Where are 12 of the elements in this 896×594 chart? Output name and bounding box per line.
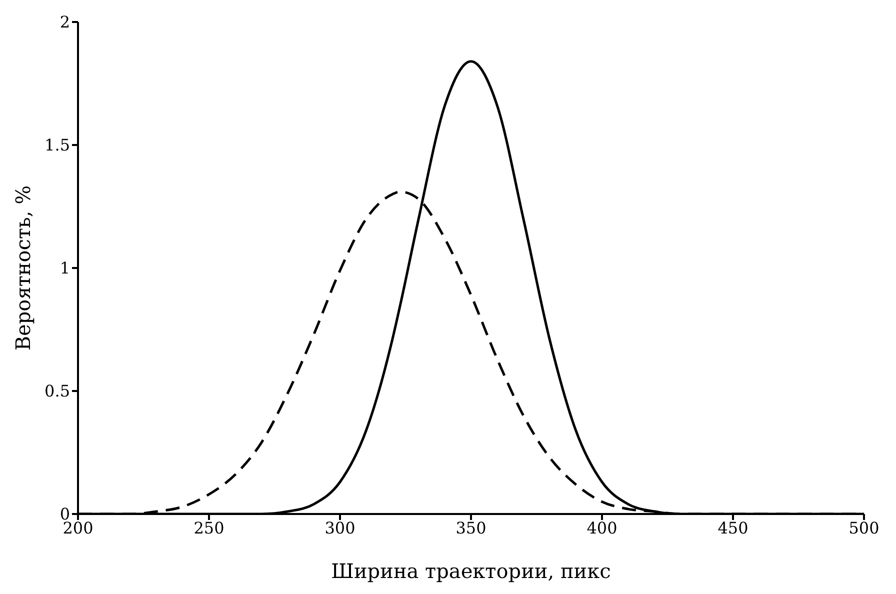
y-tick-label: 0.5 [44, 382, 70, 401]
y-tick-label: 1.5 [44, 136, 70, 155]
x-tick-label: 400 [586, 518, 618, 538]
y-tick-label: 2 [60, 12, 70, 32]
x-tick-label: 350 [456, 518, 486, 538]
x-tick-label: 500 [848, 518, 880, 538]
x-tick-label: 250 [194, 518, 224, 538]
x-axis-title: Ширина траектории, пикс [331, 559, 611, 583]
y-axis-title: Вероятность, % [11, 185, 36, 351]
x-tick-label: 300 [324, 518, 356, 538]
x-tick-label: 450 [718, 518, 748, 538]
y-tick-label: 1 [60, 258, 70, 278]
